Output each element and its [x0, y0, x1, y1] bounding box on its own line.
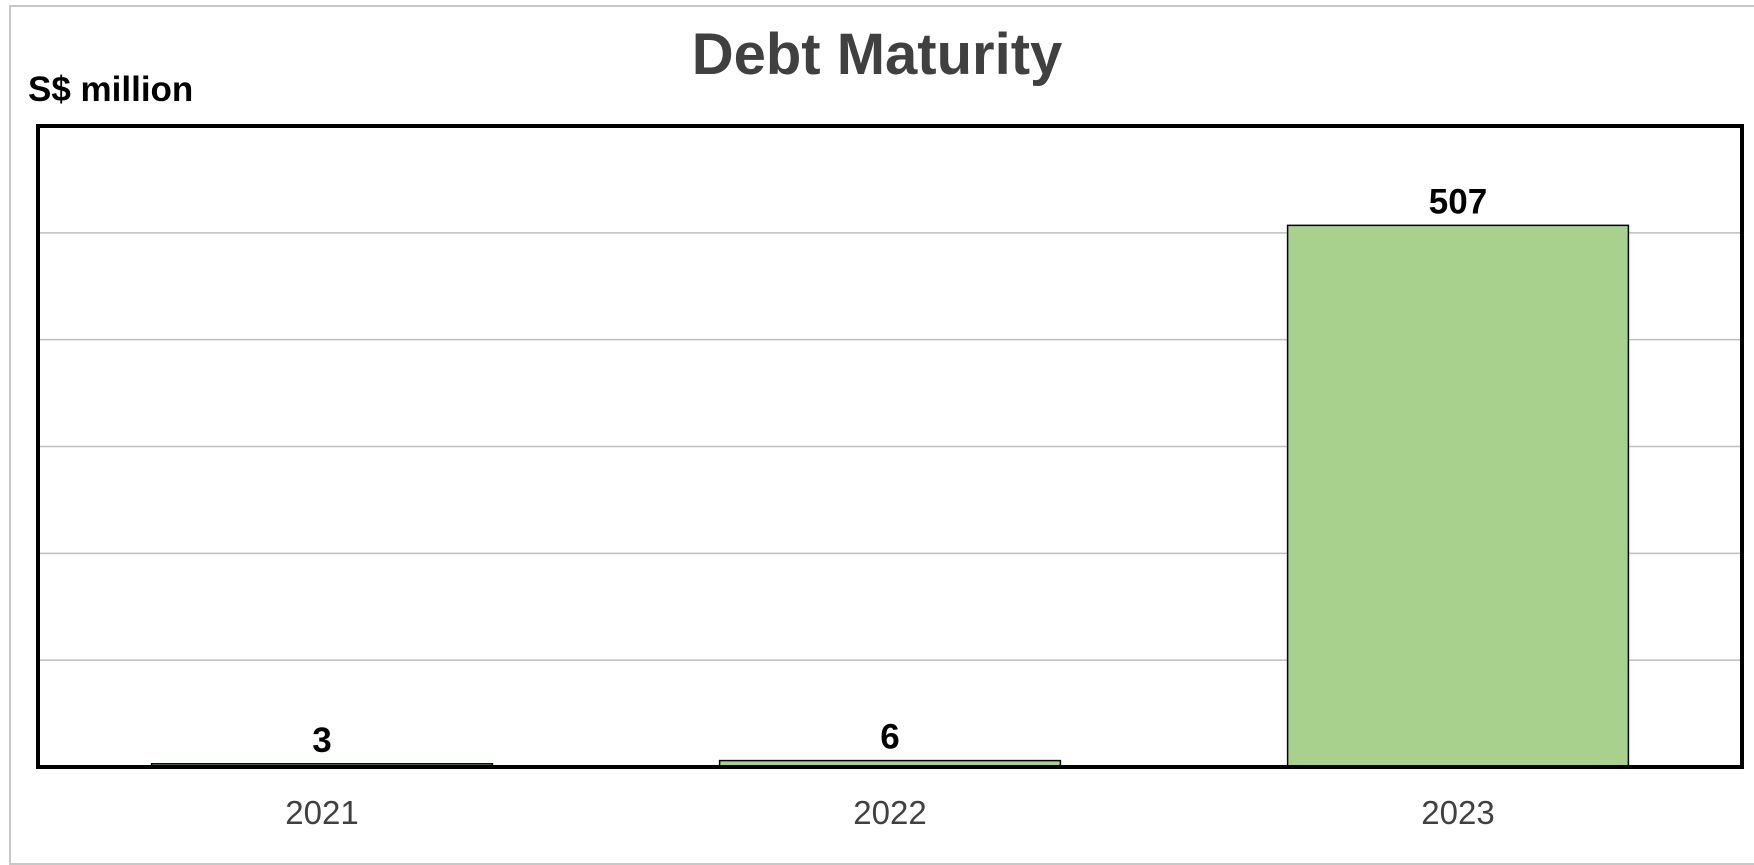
- data-label-2021: 3: [312, 721, 331, 760]
- plot-area-border: [36, 124, 1744, 769]
- chart-title: Debt Maturity: [691, 22, 1063, 87]
- x-tick-label-2022: 2022: [853, 794, 926, 831]
- bar-2023: [1286, 224, 1630, 768]
- y-axis-unit-label: S$ million: [28, 70, 194, 109]
- x-tick-label-2023: 2023: [1421, 794, 1494, 831]
- data-label-2022: 6: [880, 718, 899, 757]
- x-tick-label-2021: 2021: [285, 794, 358, 831]
- data-label-2023: 507: [1429, 182, 1487, 221]
